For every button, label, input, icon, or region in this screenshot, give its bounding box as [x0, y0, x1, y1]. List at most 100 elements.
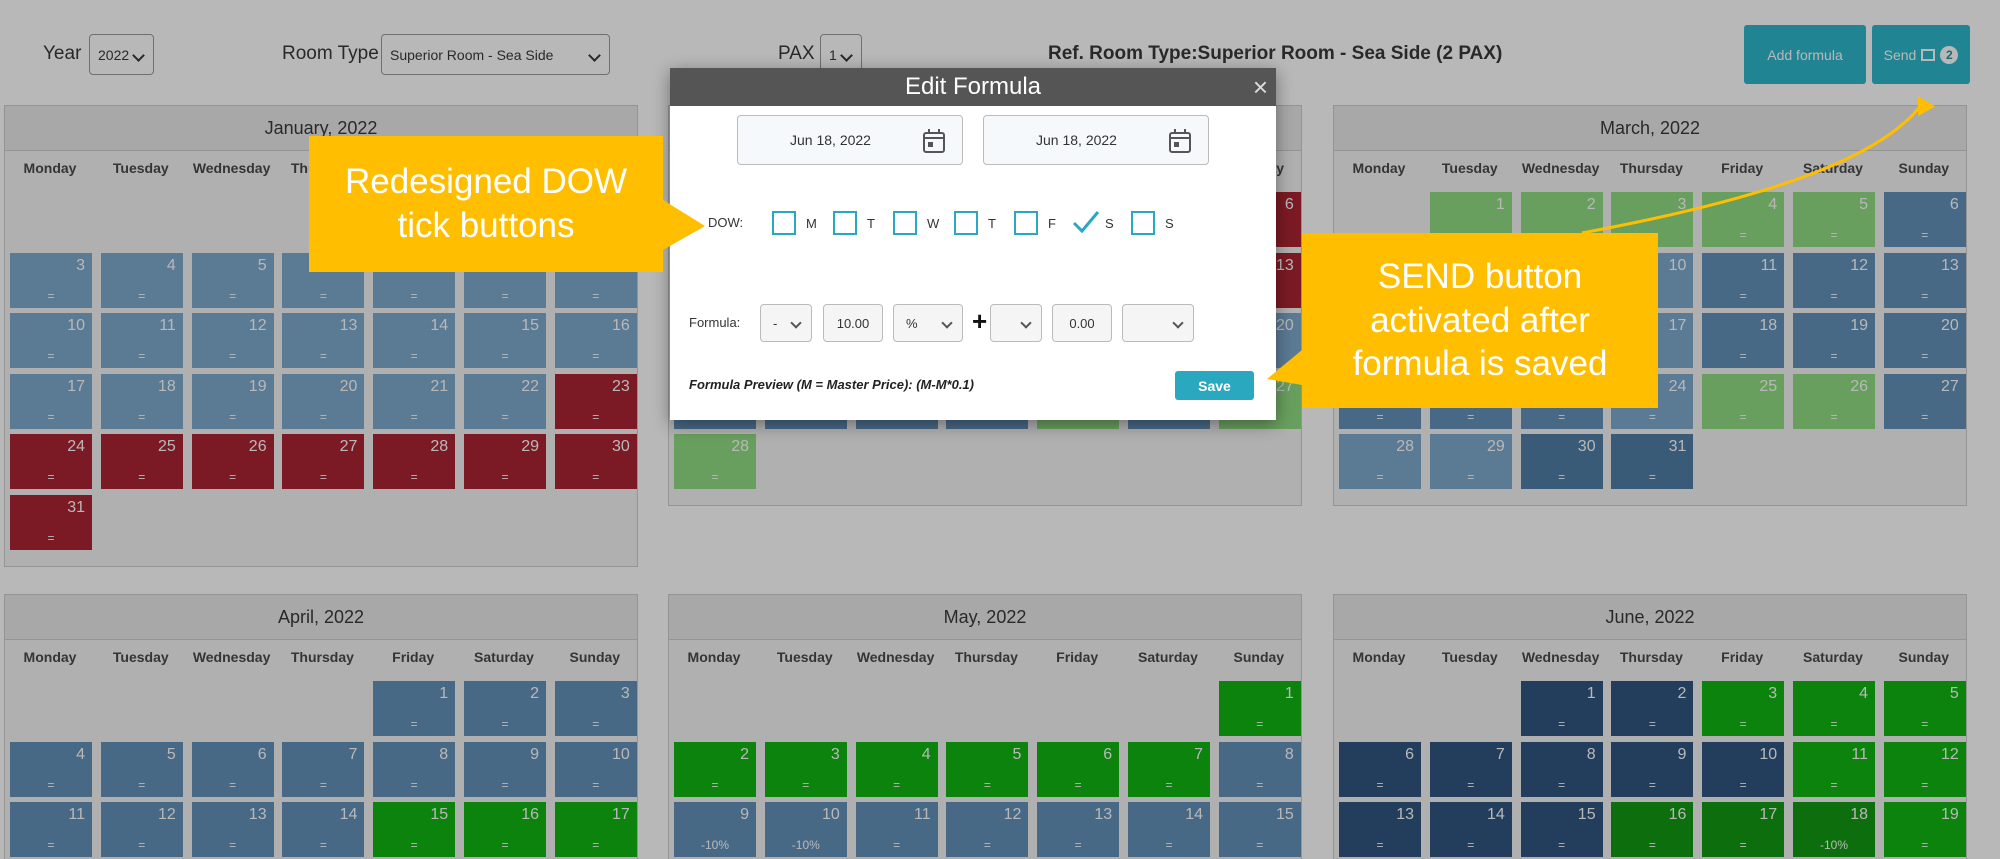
day-cell[interactable]: 24 = — [10, 434, 92, 490]
dow-checkbox[interactable] — [772, 211, 796, 235]
day-cell[interactable]: 29 = — [1429, 434, 1512, 490]
day-cell[interactable]: 3= — [764, 741, 847, 797]
day-cell[interactable]: 4= — [100, 252, 183, 308]
day-cell[interactable]: 31 = — [1611, 434, 1694, 490]
day-cell[interactable]: 16 = — [554, 313, 637, 369]
day-cell[interactable]: 6= — [191, 741, 274, 797]
day-cell[interactable]: 14 = — [373, 313, 456, 369]
day-cell[interactable]: 13 = — [191, 802, 274, 858]
extra-select[interactable] — [1122, 304, 1194, 342]
day-cell[interactable]: 3= — [554, 681, 637, 736]
operator-select[interactable] — [990, 304, 1042, 342]
date-from[interactable]: Jun 18, 2022 — [737, 115, 963, 165]
day-cell[interactable]: 8= — [1218, 741, 1301, 797]
day-cell[interactable]: 6= — [1883, 192, 1966, 247]
day-cell[interactable]: 5= — [1793, 192, 1875, 247]
day-cell[interactable]: 15 = — [1218, 802, 1301, 858]
day-cell[interactable]: 12 = — [191, 313, 274, 369]
day-cell[interactable]: 19 = — [191, 373, 274, 429]
day-cell[interactable]: 25 = — [100, 434, 183, 490]
sign-select[interactable]: - — [760, 304, 812, 342]
day-cell[interactable]: 11 = — [1702, 252, 1785, 308]
day-cell[interactable]: 16 = — [1611, 802, 1694, 858]
day-cell[interactable]: 1= — [1520, 681, 1603, 736]
day-cell[interactable]: 26 = — [1793, 373, 1875, 429]
day-cell[interactable]: 7= — [282, 741, 365, 797]
day-cell[interactable]: 2= — [464, 681, 546, 736]
year-select[interactable]: 2022 — [89, 34, 154, 75]
day-cell[interactable]: 22 = — [464, 373, 546, 429]
day-cell[interactable]: 18 = — [100, 373, 183, 429]
add-formula-button[interactable]: Add formula — [1744, 25, 1866, 84]
day-cell[interactable]: 19 = — [1793, 313, 1875, 369]
day-cell[interactable]: 10 = — [1702, 741, 1785, 797]
day-cell[interactable]: 15 = — [373, 802, 456, 858]
day-cell[interactable]: 20 = — [1883, 313, 1966, 369]
day-cell[interactable]: 8= — [373, 741, 456, 797]
send-button[interactable]: Send 2 — [1872, 25, 1970, 84]
amount-input[interactable]: 10.00 — [823, 304, 883, 342]
day-cell[interactable]: 4= — [855, 741, 938, 797]
day-cell[interactable]: 27 = — [1883, 373, 1966, 429]
day-cell[interactable]: 13 = — [1883, 252, 1966, 308]
date-to[interactable]: Jun 18, 2022 — [983, 115, 1209, 165]
day-cell[interactable]: 12 = — [1883, 741, 1966, 797]
day-cell[interactable]: 11 = — [10, 802, 92, 858]
day-cell[interactable]: 21 = — [373, 373, 456, 429]
day-cell[interactable]: 10 -10% — [764, 802, 847, 858]
room-type-select[interactable]: Superior Room - Sea Side — [381, 34, 610, 75]
day-cell[interactable]: 6= — [1037, 741, 1120, 797]
day-cell[interactable]: 2= — [674, 741, 756, 797]
day-cell[interactable]: 28 = — [373, 434, 456, 490]
day-cell[interactable]: 4= — [1793, 681, 1875, 736]
dow-checkbox[interactable] — [893, 211, 917, 235]
day-cell[interactable]: 3= — [10, 252, 92, 308]
day-cell[interactable]: 13 = — [282, 313, 365, 369]
day-cell[interactable]: 28 = — [1339, 434, 1421, 490]
day-cell[interactable]: 31 = — [10, 495, 92, 550]
day-cell[interactable]: 8= — [1520, 741, 1603, 797]
day-cell[interactable]: 9= — [464, 741, 546, 797]
day-cell[interactable]: 9 -10% — [674, 802, 756, 858]
day-cell[interactable]: 10 = — [554, 741, 637, 797]
day-cell[interactable]: 25 = — [1702, 373, 1785, 429]
unit-select[interactable]: % — [893, 304, 963, 342]
dow-checkbox[interactable] — [1014, 211, 1038, 235]
day-cell[interactable]: 17 = — [10, 373, 92, 429]
day-cell[interactable]: 3= — [1702, 681, 1785, 736]
extra-input[interactable]: 0.00 — [1052, 304, 1112, 342]
day-cell[interactable]: 18 = — [1702, 313, 1785, 369]
dow-checkbox-checked[interactable] — [1071, 208, 1101, 236]
day-cell[interactable]: 1= — [1218, 681, 1301, 736]
day-cell[interactable]: 19 = — [1883, 802, 1966, 858]
day-cell[interactable]: 26 = — [191, 434, 274, 490]
day-cell[interactable]: 9= — [1611, 741, 1694, 797]
day-cell[interactable]: 6= — [1339, 741, 1421, 797]
day-cell[interactable]: 7= — [1429, 741, 1512, 797]
day-cell[interactable]: 16 = — [464, 802, 546, 858]
close-button[interactable]: × — [1252, 72, 1268, 102]
day-cell[interactable]: 10 = — [10, 313, 92, 369]
day-cell[interactable]: 23 = — [554, 373, 637, 429]
day-cell[interactable]: 5= — [1883, 681, 1966, 736]
day-cell[interactable]: 12 = — [1793, 252, 1875, 308]
day-cell[interactable]: 4= — [1702, 192, 1785, 247]
day-cell[interactable]: 4= — [10, 741, 92, 797]
day-cell[interactable]: 29 = — [464, 434, 546, 490]
day-cell[interactable]: 1= — [373, 681, 456, 736]
day-cell[interactable]: 12 = — [100, 802, 183, 858]
day-cell[interactable]: 17 = — [1702, 802, 1785, 858]
day-cell[interactable]: 13 = — [1037, 802, 1120, 858]
day-cell[interactable]: 30 = — [554, 434, 637, 490]
day-cell[interactable]: 11 = — [855, 802, 938, 858]
day-cell[interactable]: 15 = — [1520, 802, 1603, 858]
day-cell[interactable]: 11 = — [1793, 741, 1875, 797]
day-cell[interactable]: 5= — [100, 741, 183, 797]
day-cell[interactable]: 17 = — [554, 802, 637, 858]
day-cell[interactable]: 14 = — [1128, 802, 1210, 858]
day-cell[interactable]: 20 = — [282, 373, 365, 429]
day-cell[interactable]: 18 -10% — [1793, 802, 1875, 858]
dow-checkbox[interactable] — [1131, 211, 1155, 235]
day-cell[interactable]: 14 = — [282, 802, 365, 858]
day-cell[interactable]: 27 = — [282, 434, 365, 490]
